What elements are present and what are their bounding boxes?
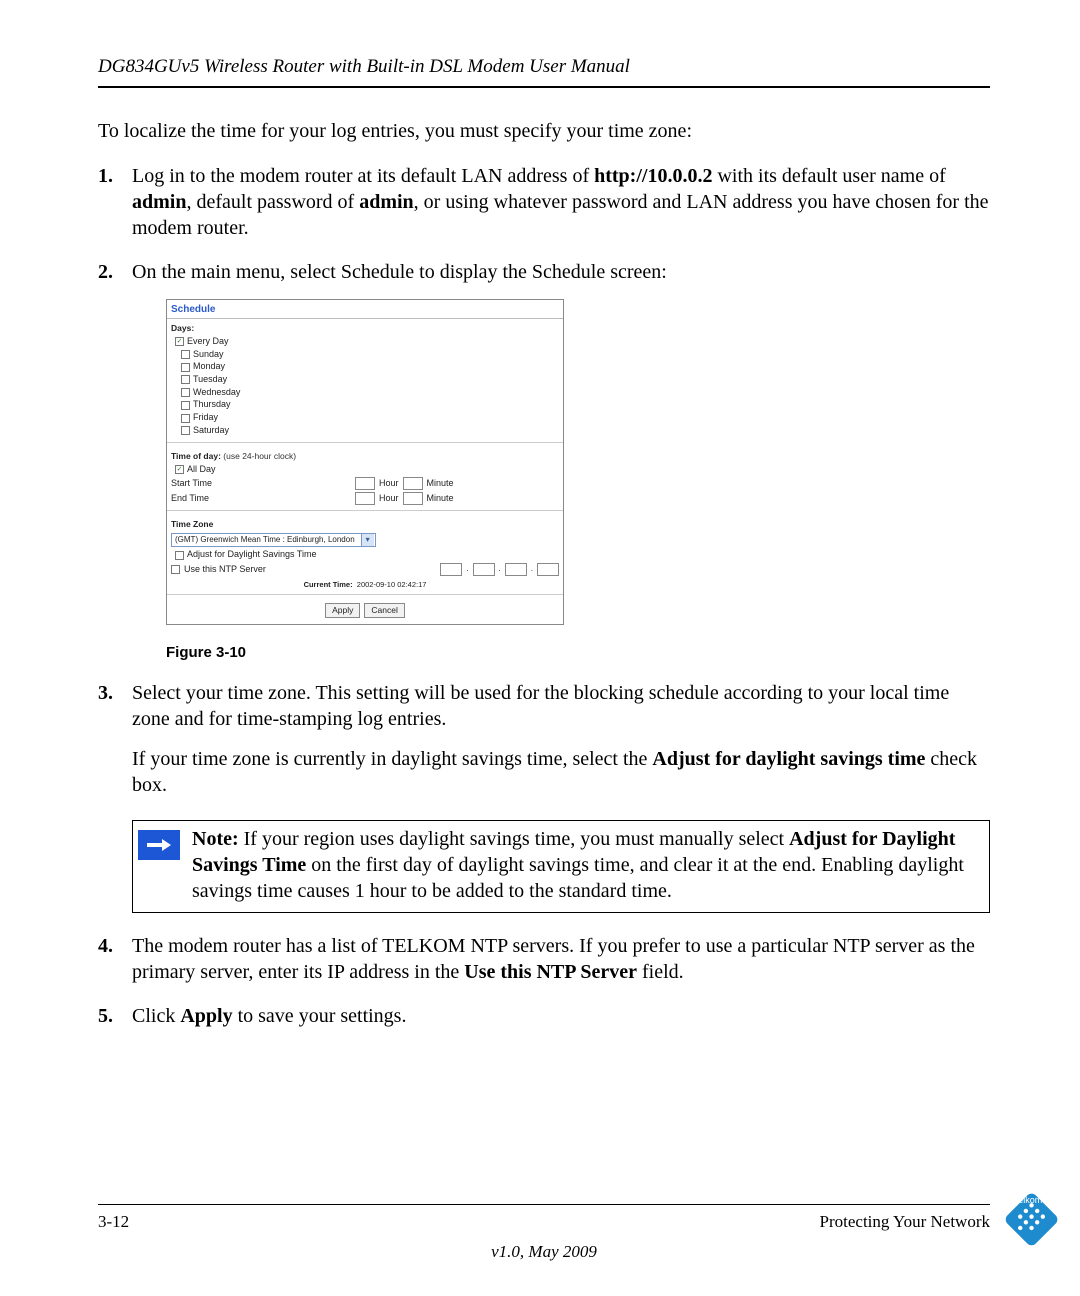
doc-version: v1.0, May 2009 — [98, 1242, 990, 1262]
schedule-screenshot: Schedule Days: Every Day Sunday Monday T… — [166, 299, 564, 625]
days-label: Days: — [167, 319, 563, 336]
current-time: Current Time: 2002-09-10 02:42:17 — [167, 577, 563, 590]
ntp-ip-2[interactable] — [473, 563, 495, 576]
tz-label: Time Zone — [167, 515, 563, 532]
checkbox-wednesday[interactable] — [181, 388, 190, 397]
checkbox-allday[interactable] — [175, 465, 184, 474]
checkbox-sunday[interactable] — [181, 350, 190, 359]
arrow-right-icon — [138, 830, 180, 860]
checkbox-tuesday[interactable] — [181, 375, 190, 384]
apply-button[interactable]: Apply — [325, 603, 360, 618]
svg-text:Telkom: Telkom — [1014, 1195, 1043, 1205]
checkbox-thursday[interactable] — [181, 401, 190, 410]
step-4: The modem router has a list of TELKOM NT… — [98, 933, 990, 985]
start-minute-input[interactable] — [403, 477, 423, 490]
ntp-ip-1[interactable] — [440, 563, 462, 576]
ntp-ip-3[interactable] — [505, 563, 527, 576]
checkbox-ntp[interactable] — [171, 565, 180, 574]
ntp-ip-4[interactable] — [537, 563, 559, 576]
checkbox-friday[interactable] — [181, 414, 190, 423]
figure-caption: Figure 3-10 — [166, 643, 990, 663]
end-minute-input[interactable] — [403, 492, 423, 505]
step-3: Select your time zone. This setting will… — [98, 680, 990, 798]
step-2: On the main menu, select Schedule to dis… — [98, 259, 990, 662]
end-hour-input[interactable] — [355, 492, 375, 505]
checkbox-monday[interactable] — [181, 363, 190, 372]
step-5: Click Apply to save your settings. — [98, 1003, 990, 1029]
tod-label: Time of day: (use 24-hour clock) — [167, 447, 563, 464]
telkom-logo: Telkom — [988, 1178, 1068, 1268]
intro-text: To localize the time for your log entrie… — [98, 120, 990, 143]
start-hour-input[interactable] — [355, 477, 375, 490]
step-1: Log in to the modem router at its defaul… — [98, 163, 990, 241]
schedule-title: Schedule — [167, 300, 563, 319]
note-box: Note: If your region uses daylight savin… — [132, 820, 990, 913]
tz-dropdown[interactable]: (GMT) Greenwich Mean Time : Edinburgh, L… — [171, 533, 376, 547]
checkbox-dst[interactable] — [175, 551, 184, 560]
page-number: 3-12 — [98, 1212, 129, 1232]
checkbox-everyday[interactable] — [175, 337, 184, 346]
section-title: Protecting Your Network — [820, 1212, 990, 1232]
page-header: DG834GUv5 Wireless Router with Built-in … — [98, 56, 990, 88]
checkbox-saturday[interactable] — [181, 426, 190, 435]
chevron-down-icon: ▾ — [361, 534, 374, 546]
cancel-button[interactable]: Cancel — [364, 603, 404, 618]
